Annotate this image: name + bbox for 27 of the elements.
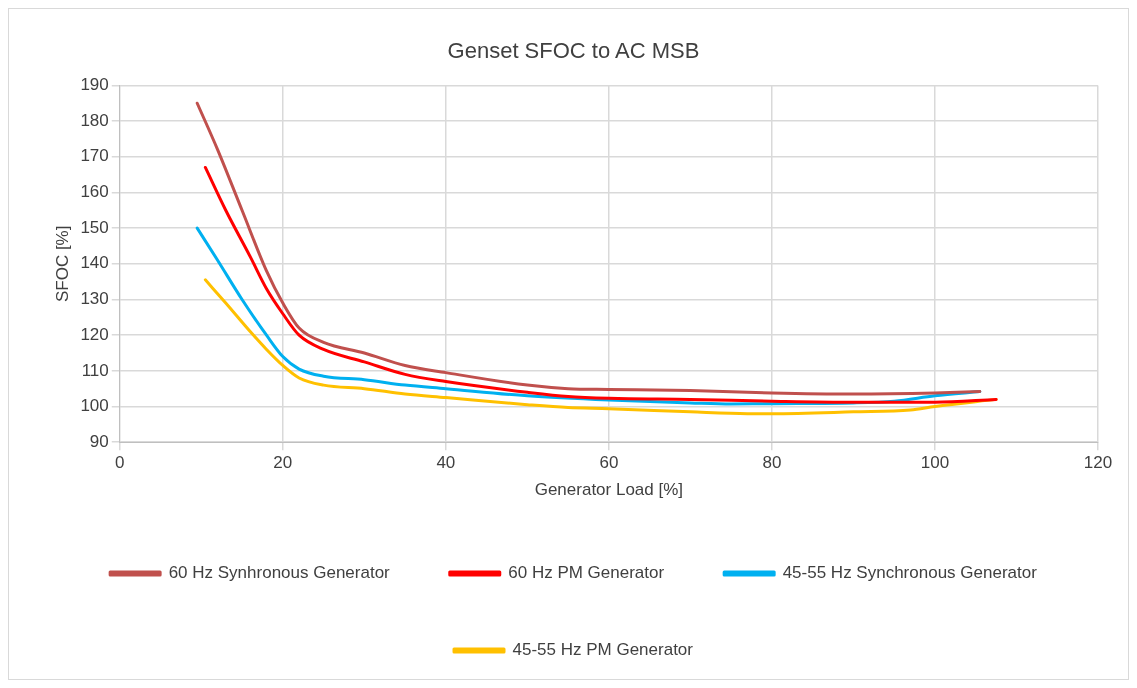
x-tick-label: 40 [436,453,456,473]
y-tick-label: 150 [80,217,109,237]
legend-label: 45-55 Hz Synchronous Generator [782,563,1038,583]
y-tick-label: 100 [80,396,109,416]
y-tick-label: 160 [80,182,109,202]
legend-label: 45-55 Hz PM Generator [512,640,694,660]
y-tick-label: 140 [80,253,109,273]
x-axis-title: Generator Load [%] [534,480,684,500]
line-series [195,101,982,396]
y-tick-label: 110 [81,360,109,380]
x-tick-label: 100 [920,453,950,473]
chart-title: Genset SFOC to AC MSB [447,38,700,64]
x-tick-label: 60 [599,453,619,473]
y-tick-label: 120 [80,324,109,344]
x-tick-label: 120 [1083,453,1113,473]
y-tick-label: 90 [89,431,109,451]
line-series [203,165,998,404]
y-tick-label: 170 [80,146,109,166]
y-tick-label: 190 [80,75,109,95]
x-tick-label: 20 [273,453,293,473]
y-axis-title: SFOC [%] [52,225,72,303]
y-tick-label: 130 [80,289,109,309]
legend-label: 60 Hz Synhronous Generator [168,563,391,583]
y-tick-label: 180 [80,110,109,130]
x-tick-label: 0 [115,453,125,473]
legend-label: 60 Hz PM Generator [508,563,665,583]
x-tick-label: 80 [762,453,782,473]
